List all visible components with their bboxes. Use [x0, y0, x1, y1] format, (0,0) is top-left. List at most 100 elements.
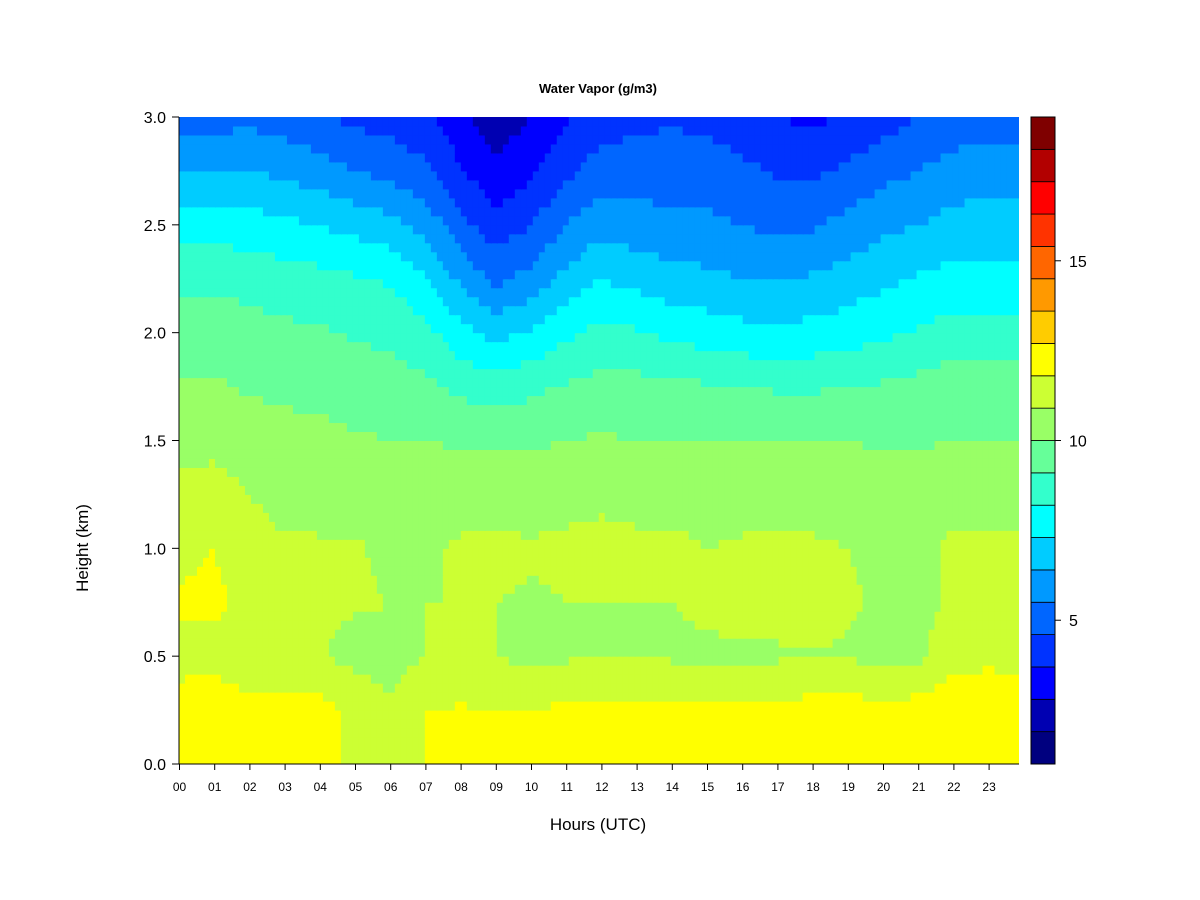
heatmap-cell: [418, 502, 426, 513]
heatmap-cell: [646, 466, 654, 477]
heatmap-cell: [772, 700, 780, 711]
heatmap-cell: [502, 457, 510, 468]
heatmap-cell: [700, 592, 708, 603]
heatmap-cell: [388, 628, 396, 639]
heatmap-cell: [454, 538, 462, 549]
heatmap-cell: [1006, 637, 1014, 648]
heatmap-cell: [322, 466, 330, 477]
heatmap-cell: [904, 718, 912, 729]
heatmap-cell: [532, 691, 540, 702]
heatmap-cell: [502, 466, 510, 477]
heatmap-cell: [322, 745, 330, 756]
heatmap-cell: [286, 484, 294, 495]
heatmap-cell: [646, 646, 654, 657]
heatmap-cell: [532, 538, 540, 549]
heatmap-cell: [898, 619, 906, 630]
heatmap-cell: [412, 601, 420, 612]
heatmap-cell: [724, 637, 732, 648]
heatmap-cell: [448, 592, 456, 603]
heatmap-cell: [838, 655, 846, 666]
heatmap-cell: [508, 664, 516, 675]
heatmap-cell: [226, 610, 234, 621]
heatmap-cell: [892, 565, 900, 576]
heatmap-cell: [916, 673, 924, 684]
heatmap-cell: [394, 511, 402, 522]
heatmap-cell: [214, 493, 222, 504]
heatmap-cell: [850, 547, 858, 558]
heatmap-cell: [730, 754, 738, 764]
heatmap-cell: [778, 574, 786, 585]
heatmap-cell: [658, 511, 666, 522]
heatmap-cell: [580, 619, 588, 630]
heatmap-cell: [910, 466, 918, 477]
heatmap-cell: [502, 529, 510, 540]
heatmap-cell: [568, 745, 576, 756]
heatmap-cell: [196, 745, 204, 756]
heatmap-cell: [988, 484, 996, 495]
heatmap-cell: [898, 583, 906, 594]
heatmap-cell: [1012, 601, 1019, 612]
heatmap-cell: [196, 619, 204, 630]
heatmap-cell: [868, 727, 876, 738]
heatmap-cell: [958, 754, 966, 764]
heatmap-cell: [1012, 493, 1019, 504]
heatmap-cell: [934, 502, 942, 513]
heatmap-cell: [844, 466, 852, 477]
heatmap-cell: [334, 727, 342, 738]
heatmap-cell: [496, 520, 504, 531]
heatmap-cell: [832, 493, 840, 504]
heatmap-cell: [214, 601, 222, 612]
heatmap-cell: [460, 673, 468, 684]
heatmap-cell: [526, 547, 534, 558]
heatmap-cell: [706, 448, 714, 459]
heatmap-cell: [766, 628, 774, 639]
heatmap-cell: [838, 709, 846, 720]
heatmap-cell: [802, 520, 810, 531]
heatmap-cell: [412, 556, 420, 567]
heatmap-cell: [634, 610, 642, 621]
heatmap-cell: [730, 583, 738, 594]
heatmap-cell: [622, 520, 630, 531]
heatmap-cell: [688, 700, 696, 711]
heatmap-cell: [370, 547, 378, 558]
heatmap-cell: [394, 700, 402, 711]
heatmap-cell: [664, 691, 672, 702]
heatmap-cell: [688, 448, 696, 459]
heatmap-cell: [646, 709, 654, 720]
heatmap-cell: [910, 754, 918, 764]
heatmap-cell: [808, 754, 816, 764]
heatmap-cell: [820, 754, 828, 764]
heatmap-cell: [250, 556, 258, 567]
heatmap-cell: [382, 700, 390, 711]
heatmap-cell: [832, 448, 840, 459]
heatmap-cell: [700, 475, 708, 486]
heatmap-cell: [292, 628, 300, 639]
heatmap-cell: [304, 646, 312, 657]
heatmap-cell: [778, 610, 786, 621]
heatmap-cell: [778, 511, 786, 522]
heatmap-cell: [328, 583, 336, 594]
heatmap-cell: [430, 466, 438, 477]
heatmap-cell: [856, 673, 864, 684]
heatmap-cell: [334, 646, 342, 657]
heatmap-cell: [406, 754, 414, 764]
heatmap-cell: [262, 718, 270, 729]
heatmap-cell: [958, 736, 966, 747]
heatmap-cell: [262, 502, 270, 513]
heatmap-cell: [706, 637, 714, 648]
heatmap-cell: [370, 691, 378, 702]
heatmap-cell: [508, 502, 516, 513]
heatmap-cell: [280, 700, 288, 711]
heatmap-cell: [832, 466, 840, 477]
heatmap-cell: [424, 700, 432, 711]
heatmap-cell: [796, 628, 804, 639]
heatmap-cell: [220, 664, 228, 675]
heatmap-cell: [562, 592, 570, 603]
heatmap-cell: [544, 664, 552, 675]
heatmap-cell: [940, 637, 948, 648]
heatmap-cell: [418, 646, 426, 657]
heatmap-cell: [202, 457, 210, 468]
heatmap-cell: [676, 664, 684, 675]
heatmap-cell: [550, 637, 558, 648]
